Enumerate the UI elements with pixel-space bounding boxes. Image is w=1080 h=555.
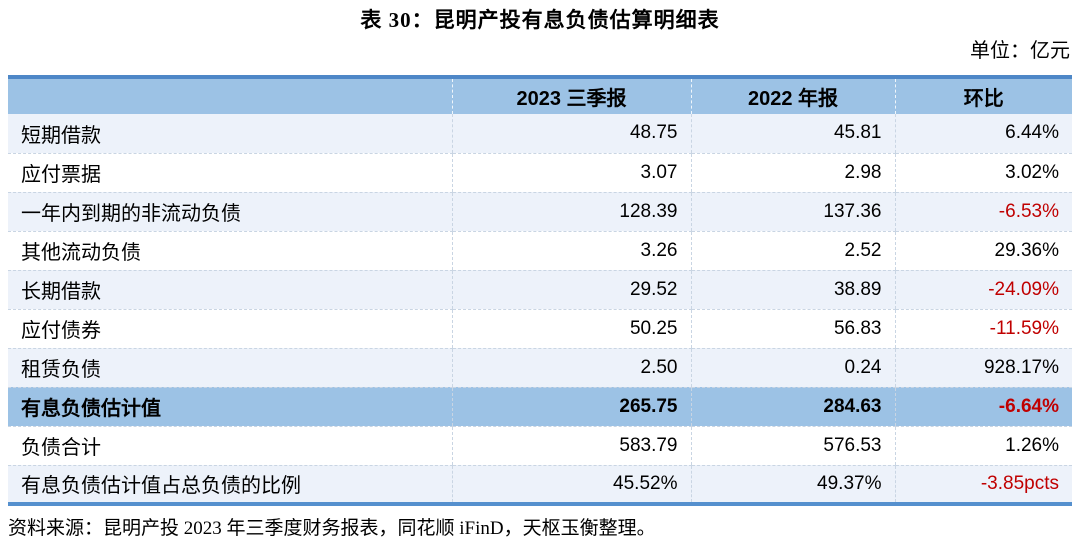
value-2022fy-cell: 45.81 (690, 114, 895, 154)
row-label-cell: 有息负债估计值占总负债的比例 (8, 465, 452, 504)
value-2023q3-cell: 45.52% (451, 465, 691, 504)
value-2022fy-cell: 56.83 (690, 309, 895, 349)
debt-estimate-table: 2023 三季报 2022 年报 环比 短期借款 48.75 45.81 6.44% 应… (8, 75, 1072, 506)
value-qoq-cell: -6.64% (894, 387, 1072, 427)
value-2022fy-cell: 0.24 (690, 348, 895, 388)
row-label-cell: 其他流动负债 (8, 231, 452, 271)
value-2022fy-cell: 137.36 (690, 192, 895, 232)
header-row: 2023 三季报 2022 年报 环比 (8, 77, 1072, 114)
table-row: 其他流动负债 3.26 2.52 29.36% (8, 231, 1072, 271)
table-row: 应付债券 50.25 56.83 -11.59% (8, 309, 1072, 349)
value-2023q3-cell: 3.07 (451, 153, 691, 193)
value-2023q3-cell: 265.75 (451, 387, 691, 427)
row-label-cell: 短期借款 (8, 114, 452, 154)
header-qoq-column: 环比 (894, 77, 1072, 114)
table-row: 负债合计 583.79 576.53 1.26% (8, 426, 1072, 466)
value-qoq-cell: 928.17% (894, 348, 1072, 388)
value-2022fy-cell: 576.53 (690, 426, 895, 466)
value-qoq-cell: -11.59% (894, 309, 1072, 349)
row-label-cell: 一年内到期的非流动负债 (8, 192, 452, 232)
value-2022fy-cell: 38.89 (690, 270, 895, 310)
table-row: 一年内到期的非流动负债 128.39 137.36 -6.53% (8, 192, 1072, 232)
value-2023q3-cell: 50.25 (451, 309, 691, 349)
row-label-cell: 租赁负债 (8, 348, 452, 388)
row-label-cell: 应付票据 (8, 153, 452, 193)
value-qoq-cell: -3.85pcts (894, 465, 1072, 504)
row-label-cell: 长期借款 (8, 270, 452, 310)
value-2022fy-cell: 2.52 (690, 231, 895, 271)
value-2022fy-cell: 49.37% (690, 465, 895, 504)
value-qoq-cell: -24.09% (894, 270, 1072, 310)
value-qoq-cell: 6.44% (894, 114, 1072, 154)
value-qoq-cell: 3.02% (894, 153, 1072, 193)
table-body: 短期借款 48.75 45.81 6.44% 应付票据 3.07 2.98 3.02% 一年内到… (8, 114, 1072, 504)
table-row: 租赁负债 2.50 0.24 928.17% (8, 348, 1072, 388)
value-2023q3-cell: 128.39 (451, 192, 691, 232)
value-2023q3-cell: 48.75 (451, 114, 691, 154)
header-2022fy-column: 2022 年报 (690, 77, 895, 114)
value-2023q3-cell: 2.50 (451, 348, 691, 388)
table-row: 有息负债估计值占总负债的比例 45.52% 49.37% -3.85pcts (8, 465, 1072, 504)
source-note: 资料来源：昆明产投 2023 年三季度财务报表，同花顺 iFinD，天枢玉衡整理… (8, 518, 656, 539)
value-2022fy-cell: 284.63 (690, 387, 895, 427)
value-2023q3-cell: 583.79 (451, 426, 691, 466)
header-2023q3-column: 2023 三季报 (451, 77, 691, 114)
table-row: 应付票据 3.07 2.98 3.02% (8, 153, 1072, 193)
table-row: 短期借款 48.75 45.81 6.44% (8, 114, 1072, 154)
header-item-column (8, 77, 452, 114)
unit-label: 单位：亿元 (970, 40, 1070, 62)
row-label-cell: 有息负债估计值 (8, 387, 452, 427)
row-label-cell: 负债合计 (8, 426, 452, 466)
value-qoq-cell: 1.26% (894, 426, 1072, 466)
value-2022fy-cell: 2.98 (690, 153, 895, 193)
value-2023q3-cell: 3.26 (451, 231, 691, 271)
table-row: 长期借款 29.52 38.89 -24.09% (8, 270, 1072, 310)
table-header: 2023 三季报 2022 年报 环比 (8, 77, 1072, 114)
row-label-cell: 应付债券 (8, 309, 452, 349)
table-title: 表 30：昆明产投有息负债估算明细表 (360, 8, 720, 32)
value-qoq-cell: -6.53% (894, 192, 1072, 232)
value-2023q3-cell: 29.52 (451, 270, 691, 310)
value-qoq-cell: 29.36% (894, 231, 1072, 271)
table-row: 有息负债估计值 265.75 284.63 -6.64% (8, 387, 1072, 427)
